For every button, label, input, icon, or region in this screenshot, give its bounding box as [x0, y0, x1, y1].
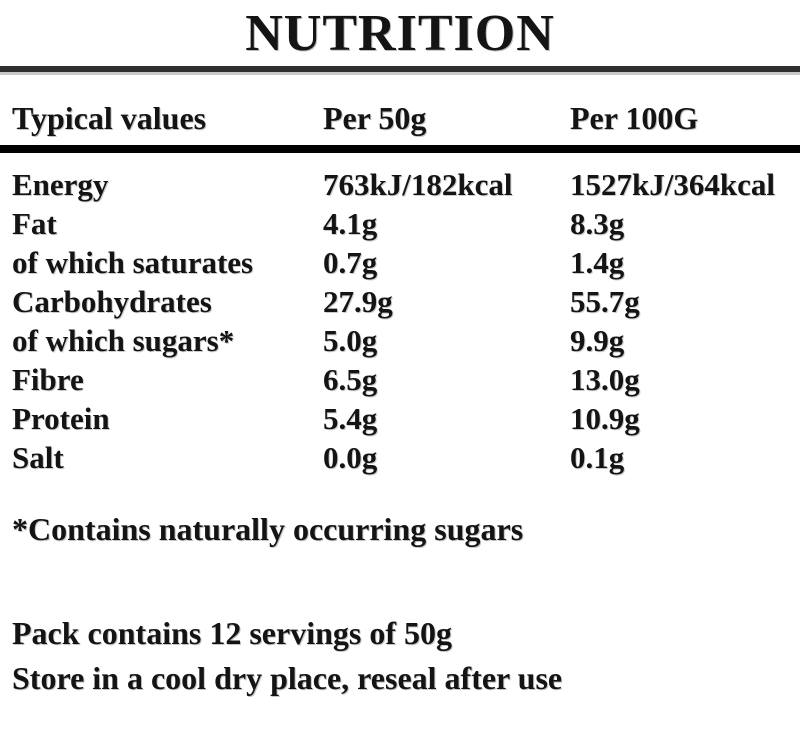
header-typical-values: Typical values — [12, 100, 207, 136]
row-per50-value: 5.0g — [323, 323, 378, 358]
table-row-salt: Salt 0.0g 0.1g — [0, 438, 800, 477]
row-label: Salt — [12, 440, 64, 475]
storage-note: Store in a cool dry place, reseal after … — [12, 660, 563, 696]
row-per100-value: 55.7g — [570, 284, 640, 319]
row-per100-value: 9.9g — [570, 323, 625, 358]
table-row-saturates: of which saturates 0.7g 1.4g — [0, 243, 800, 282]
row-label: Protein — [12, 401, 110, 436]
row-per100-value: 10.9g — [570, 401, 640, 436]
row-per100-value: 0.1g — [570, 440, 625, 475]
row-label: of which sugars* — [12, 323, 235, 358]
table-header-row: Typical values Per 50g Per 100G — [0, 75, 800, 145]
table-row-fat: Fat 4.1g 8.3g — [0, 204, 800, 243]
header-divider-rule — [0, 145, 800, 153]
row-per50-value: 6.5g — [323, 362, 378, 397]
row-per50-value: 5.4g — [323, 401, 378, 436]
row-per50-value: 0.0g — [323, 440, 378, 475]
row-per100-value: 1.4g — [570, 245, 625, 280]
row-per50-value: 27.9g — [323, 284, 393, 319]
row-per50-value: 4.1g — [323, 206, 378, 241]
title-divider-rule — [0, 66, 800, 75]
table-row-sugars: of which sugars* 5.0g 9.9g — [0, 321, 800, 360]
nutrient-table-body: Energy 763kJ/182kcal 1527kJ/364kcal Fat … — [0, 165, 800, 477]
row-per50-value: 0.7g — [323, 245, 378, 280]
page-title: NUTRITION — [245, 5, 555, 62]
table-row-carbohydrates: Carbohydrates 27.9g 55.7g — [0, 282, 800, 321]
row-label: Carbohydrates — [12, 284, 212, 319]
row-per100-value: 13.0g — [570, 362, 640, 397]
header-per-100g: Per 100G — [570, 100, 699, 136]
row-label: Fat — [12, 206, 57, 241]
header-per-50g: Per 50g — [323, 100, 427, 136]
table-row-protein: Protein 5.4g 10.9g — [0, 399, 800, 438]
table-row-energy: Energy 763kJ/182kcal 1527kJ/364kcal — [0, 165, 800, 204]
row-label: of which saturates — [12, 245, 254, 280]
servings-note: Pack contains 12 servings of 50g — [12, 615, 452, 651]
row-label: Fibre — [12, 362, 84, 397]
pack-notes: Pack contains 12 servings of 50g Store i… — [0, 611, 800, 701]
row-label: Energy — [12, 167, 109, 202]
row-per50-value: 763kJ/182kcal — [323, 167, 513, 202]
row-per100-value: 8.3g — [570, 206, 625, 241]
table-row-fibre: Fibre 6.5g 13.0g — [0, 360, 800, 399]
sugars-footnote: *Contains naturally occurring sugars — [12, 511, 524, 547]
row-per100-value: 1527kJ/364kcal — [570, 167, 775, 202]
